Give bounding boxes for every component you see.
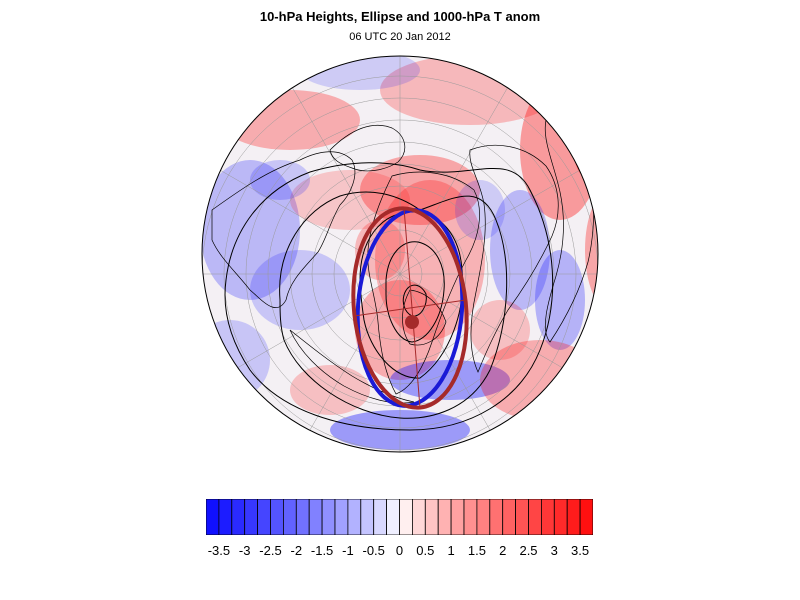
colorbar-bin bbox=[270, 499, 284, 535]
anomaly-patch bbox=[202, 320, 270, 400]
colorbar-bin bbox=[399, 499, 413, 535]
colorbar-bin bbox=[206, 499, 220, 535]
colorbar-tick-label: -0.5 bbox=[362, 543, 385, 558]
colorbar-tick-label: 0 bbox=[395, 543, 404, 558]
anomaly-patch bbox=[572, 100, 598, 180]
colorbar-tick-label: 0.5 bbox=[416, 543, 435, 558]
colorbar-bin bbox=[231, 499, 246, 535]
colorbar-bin bbox=[553, 499, 568, 535]
anomaly-patch bbox=[490, 190, 550, 310]
anomaly-patch bbox=[202, 160, 300, 300]
anomaly-patch bbox=[375, 180, 485, 340]
colorbar-tick-label: -1.5 bbox=[310, 543, 334, 558]
colorbar-bin bbox=[308, 499, 323, 535]
colorbar bbox=[206, 499, 593, 535]
anomaly-patch bbox=[250, 160, 310, 200]
colorbar-tick-label: 2 bbox=[499, 543, 507, 558]
longitude-line bbox=[269, 273, 401, 452]
colorbar-bin bbox=[476, 499, 491, 535]
colorbar-bin bbox=[437, 499, 452, 535]
colorbar-bin bbox=[579, 499, 593, 535]
map-title: 10-hPa Heights, Ellipse and 1000-hPa T a… bbox=[259, 9, 541, 24]
colorbar-bin bbox=[411, 499, 426, 535]
colorbar-tick-label: -3 bbox=[238, 543, 251, 558]
colorbar-bin bbox=[257, 499, 271, 535]
colorbar-bin bbox=[295, 499, 310, 535]
colorbar-bin bbox=[283, 499, 297, 535]
colorbar-bin bbox=[540, 499, 555, 535]
colorbar-bin bbox=[424, 499, 439, 535]
ellipse-minor-axis bbox=[353, 299, 467, 317]
colorbar-tick-label: 2.5 bbox=[519, 543, 538, 558]
colorbar-bin bbox=[515, 499, 529, 535]
colorbar-tick-label: 1 bbox=[447, 543, 455, 558]
colorbar-tick-label: 3 bbox=[550, 543, 558, 558]
colorbar-bin bbox=[334, 499, 349, 535]
anomaly-patch bbox=[250, 250, 350, 330]
colorbar-tick-label: -1 bbox=[342, 543, 354, 558]
colorbar-bin bbox=[360, 499, 375, 535]
colorbar-bin bbox=[218, 499, 233, 535]
anomaly-patch bbox=[470, 300, 530, 360]
colorbar-bin bbox=[528, 499, 542, 535]
colorbar-bin bbox=[373, 499, 387, 535]
height-contour-line bbox=[279, 191, 508, 419]
colorbar-bin bbox=[502, 499, 517, 535]
colorbar-tick-label: -3.5 bbox=[207, 543, 231, 558]
height-contour-line bbox=[224, 162, 554, 431]
anomaly-patch bbox=[535, 250, 585, 350]
map-subtitle: 06 UTC 20 Jan 2012 bbox=[349, 31, 451, 43]
colorbar-tick-label: -2.5 bbox=[259, 543, 282, 558]
ellipse-center-marker bbox=[405, 315, 419, 329]
colorbar-bin bbox=[347, 499, 362, 535]
height-contour-line bbox=[402, 284, 427, 317]
polar-map bbox=[201, 55, 599, 453]
colorbar-tick-label: -2 bbox=[290, 543, 303, 558]
globe-outline bbox=[201, 55, 599, 453]
colorbar-bin bbox=[489, 499, 504, 535]
height-contour-line bbox=[385, 241, 445, 343]
colorbar-bin bbox=[450, 499, 465, 535]
colorbar-bin bbox=[386, 499, 400, 535]
colorbar-tick-label: 1.5 bbox=[467, 543, 486, 558]
colorbar-bin bbox=[566, 499, 581, 535]
ellipses bbox=[351, 206, 469, 410]
colorbar-bin bbox=[321, 499, 336, 535]
anomaly-patch bbox=[220, 90, 360, 150]
colorbar-bin bbox=[463, 499, 478, 535]
anomaly-patch bbox=[455, 180, 505, 240]
colorbar-bin bbox=[244, 499, 259, 535]
colorbar-tick-label: 3.5 bbox=[571, 543, 590, 558]
